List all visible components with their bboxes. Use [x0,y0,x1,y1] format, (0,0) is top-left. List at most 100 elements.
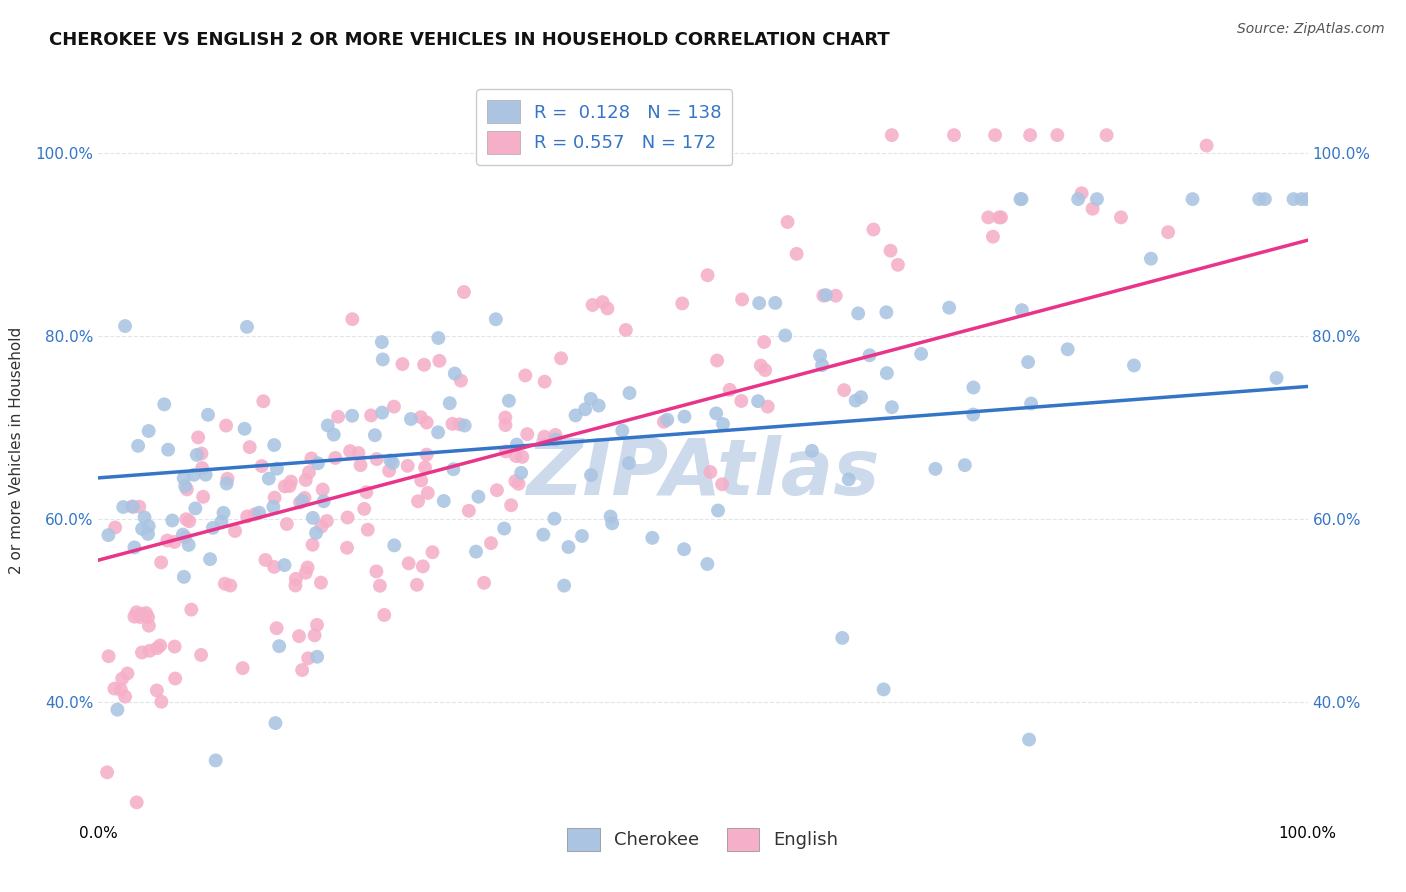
Point [498,393,520,408]
Point [1295,192,1317,206]
Point [134,510,156,524]
Point [1123,359,1146,373]
Legend: Cherokee, English: Cherokee, English [558,819,848,860]
Point [495,444,517,458]
Text: Source: ZipAtlas.com: Source: ZipAtlas.com [1237,22,1385,37]
Point [824,289,846,303]
Point [104,520,127,534]
Point [412,559,434,574]
Point [924,462,946,476]
Point [550,351,572,366]
Point [981,229,1004,244]
Point [1056,343,1078,357]
Point [263,438,285,452]
Point [450,374,472,388]
Point [1265,371,1288,385]
Point [763,296,786,310]
Point [174,479,197,493]
Point [294,491,316,505]
Point [371,406,394,420]
Point [731,293,754,307]
Point [449,417,471,432]
Point [880,128,903,142]
Point [172,527,194,541]
Point [342,312,364,326]
Point [557,540,579,554]
Point [858,348,880,362]
Text: ZIPAtlas: ZIPAtlas [526,434,880,511]
Point [875,305,897,319]
Point [273,558,295,573]
Point [149,639,172,653]
Point [124,541,146,555]
Point [356,485,378,500]
Point [174,512,197,526]
Point [128,500,150,514]
Point [190,648,212,662]
Point [984,128,1007,142]
Point [990,211,1012,225]
Point [988,211,1011,225]
Point [190,446,212,460]
Point [112,500,135,514]
Point [1095,128,1118,142]
Point [252,394,274,409]
Point [422,545,444,559]
Point [544,433,567,447]
Point [619,386,641,401]
Point [124,609,146,624]
Point [368,579,391,593]
Point [191,461,214,475]
Point [179,514,201,528]
Point [465,544,488,558]
Point [427,331,450,345]
Point [305,618,328,632]
Point [849,390,872,404]
Point [311,519,333,533]
Point [114,690,136,704]
Point [574,402,596,417]
Point [872,682,894,697]
Point [838,472,860,486]
Point [297,651,319,665]
Point [239,440,262,454]
Point [413,460,436,475]
Point [311,483,333,497]
Point [1019,396,1042,410]
Point [600,516,623,531]
Point [752,334,775,349]
Point [214,576,236,591]
Point [243,508,266,522]
Point [291,663,314,677]
Point [415,416,437,430]
Point [263,491,285,505]
Point [406,494,429,508]
Point [156,533,179,548]
Point [887,258,910,272]
Point [110,682,132,697]
Point [652,415,675,429]
Point [114,319,136,334]
Point [671,296,693,310]
Point [876,366,898,380]
Point [953,458,976,472]
Point [183,467,205,482]
Point [212,506,235,520]
Point [506,437,529,451]
Point [776,215,799,229]
Point [326,409,349,424]
Point [599,509,621,524]
Point [706,353,728,368]
Point [198,552,221,566]
Point [533,375,555,389]
Point [641,531,664,545]
Point [617,456,640,470]
Point [247,506,270,520]
Point [910,347,932,361]
Point [747,394,769,409]
Point [533,430,555,444]
Point [165,672,187,686]
Point [612,424,634,438]
Y-axis label: 2 or more Vehicles in Household: 2 or more Vehicles in Household [10,326,24,574]
Point [288,495,311,509]
